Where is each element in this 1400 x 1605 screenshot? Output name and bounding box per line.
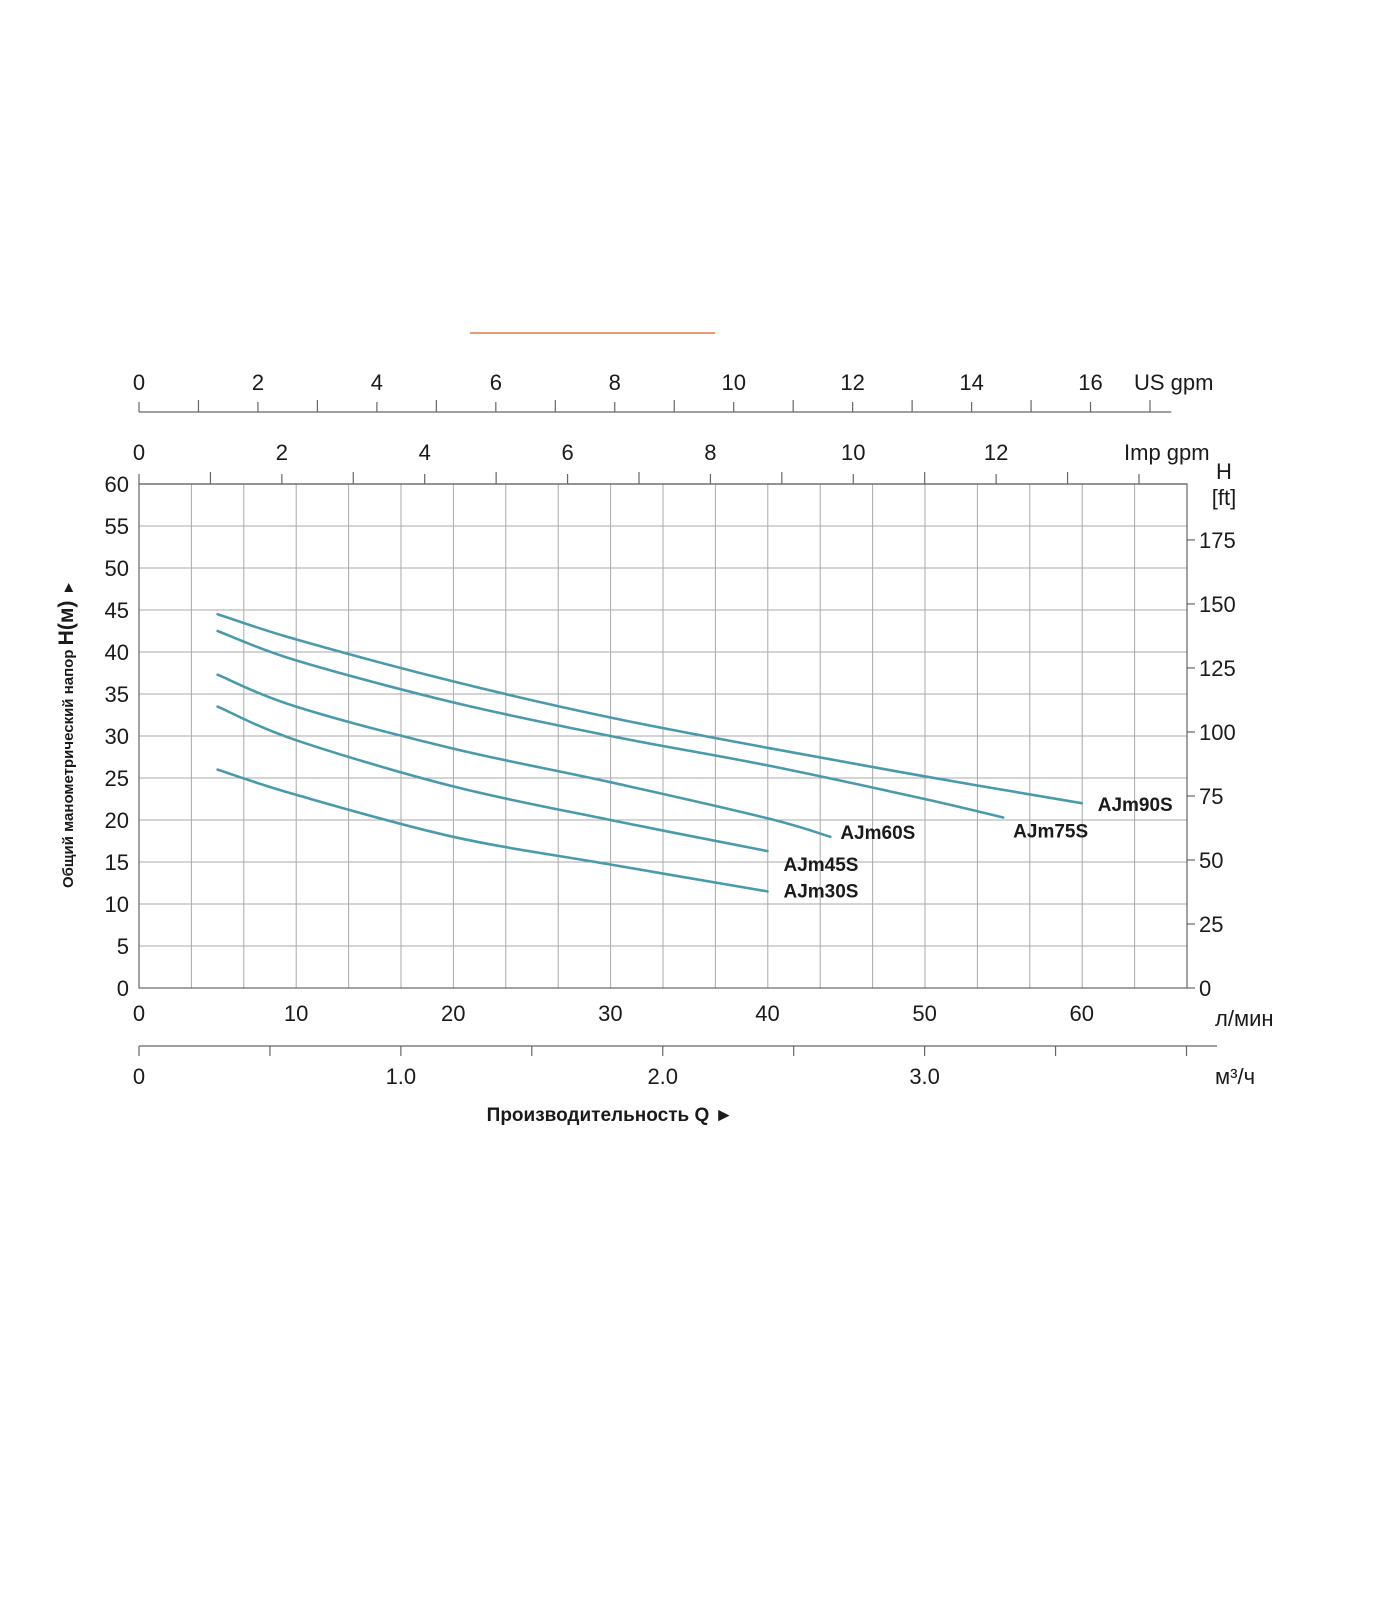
right-axis-unit: [ft] <box>1212 485 1236 510</box>
top-axis-tick-label: 10 <box>841 440 865 465</box>
series-label-ajm60s: AJm60S <box>840 823 915 844</box>
y-tick-label: 10 <box>105 892 129 917</box>
top-axis-tick-label: 2 <box>276 440 288 465</box>
y-axis-title-symbol: H(м) <box>55 595 78 646</box>
top-axis-tick-label: 4 <box>419 440 431 465</box>
bottom-axis2-tick-label: 3.0 <box>909 1064 940 1089</box>
y-tick-label: 55 <box>105 514 129 539</box>
x-tick-label: 40 <box>755 1001 779 1026</box>
y-axis-title-prefix: Общий манометрический напор <box>60 645 77 888</box>
series-line-ajm90s <box>216 612 1083 805</box>
series-line-ajm30s <box>216 768 769 893</box>
y-axis-title-arrow: ► <box>60 580 77 595</box>
bottom-axis2-unit-label: м³/ч <box>1215 1064 1255 1089</box>
x-axis-title: Производительность Q ► <box>487 1105 734 1126</box>
series-label-ajm75s: AJm75S <box>1013 821 1088 842</box>
y-tick-label: 35 <box>105 682 129 707</box>
y-tick-label: 15 <box>105 850 129 875</box>
top-axis-tick-label: 16 <box>1078 370 1102 395</box>
x-tick-label: 60 <box>1069 1001 1093 1026</box>
top-axis-tick-label: 12 <box>840 370 864 395</box>
right-axis-tick-label: 100 <box>1199 720 1236 745</box>
series-line-ajm60s <box>216 673 832 839</box>
right-axis-tick-label: 150 <box>1199 592 1236 617</box>
x-tick-label: 10 <box>284 1001 308 1026</box>
right-axis-tick-label: 0 <box>1199 976 1211 1001</box>
x-tick-label: 0 <box>133 1001 145 1026</box>
top-axis-tick-label: 12 <box>984 440 1008 465</box>
x-unit-label: л/мин <box>1215 1006 1274 1031</box>
y-tick-label: 5 <box>117 934 129 959</box>
series-line-ajm45s <box>216 705 769 853</box>
top-axis-tick-label: 4 <box>371 370 383 395</box>
bottom-axis2-tick-label: 1.0 <box>386 1064 417 1089</box>
top-axis-unit-label: Imp gpm <box>1124 440 1210 465</box>
top-axis-tick-label: 2 <box>252 370 264 395</box>
bottom-axis2-tick-label: 2.0 <box>647 1064 678 1089</box>
top-axis-tick-label: 0 <box>133 370 145 395</box>
right-axis-title: H <box>1216 459 1232 484</box>
x-tick-label: 50 <box>912 1001 936 1026</box>
right-axis-tick-label: 75 <box>1199 784 1223 809</box>
y-tick-label: 40 <box>105 640 129 665</box>
top-axis-tick-label: 8 <box>704 440 716 465</box>
x-tick-label: 20 <box>441 1001 465 1026</box>
series-label-ajm30s: AJm30S <box>783 881 858 902</box>
right-axis-tick-label: 175 <box>1199 528 1236 553</box>
series-label-ajm45s: AJm45S <box>783 855 858 876</box>
top-axis-unit-label: US gpm <box>1134 370 1213 395</box>
right-axis-tick-label: 125 <box>1199 656 1236 681</box>
y-tick-label: 0 <box>117 976 129 1001</box>
y-tick-label: 50 <box>105 556 129 581</box>
y-tick-label: 30 <box>105 724 129 749</box>
x-tick-label: 30 <box>598 1001 622 1026</box>
y-tick-label: 60 <box>105 472 129 497</box>
y-tick-label: 20 <box>105 808 129 833</box>
top-axis-tick-label: 0 <box>133 440 145 465</box>
y-tick-label: 45 <box>105 598 129 623</box>
right-axis-tick-label: 50 <box>1199 848 1223 873</box>
top-axis-tick-label: 14 <box>959 370 983 395</box>
series-line-ajm75s <box>216 629 1005 819</box>
y-tick-label: 25 <box>105 766 129 791</box>
top-axis-tick-label: 6 <box>490 370 502 395</box>
top-axis-tick-label: 8 <box>609 370 621 395</box>
series-label-ajm90s: AJm90S <box>1098 795 1173 816</box>
top-axis-tick-label: 6 <box>561 440 573 465</box>
top-axis-tick-label: 10 <box>721 370 745 395</box>
right-axis-tick-label: 25 <box>1199 912 1223 937</box>
y-axis-title: Общий манометрический напор H(м) ► <box>55 580 78 888</box>
bottom-axis2-tick-label: 0 <box>133 1064 145 1089</box>
